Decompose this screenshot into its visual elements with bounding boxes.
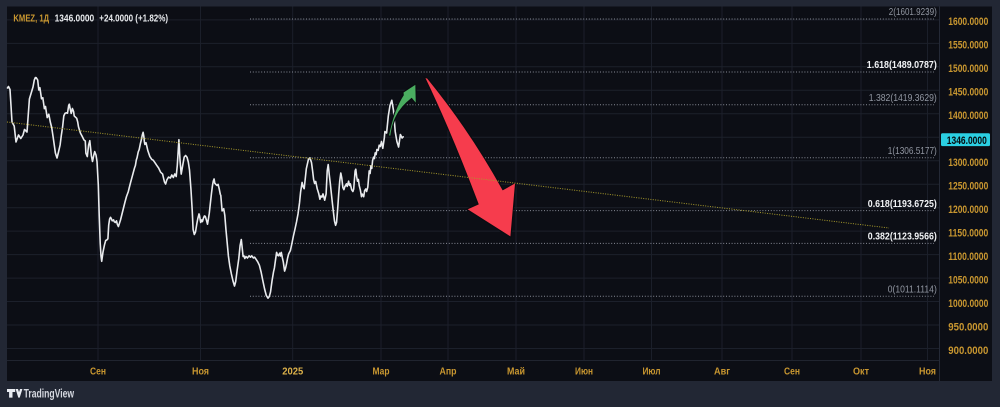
svg-text:+24.0000 (+1.82%): +24.0000 (+1.82%) (99, 12, 168, 24)
svg-text:Окт: Окт (853, 367, 869, 378)
svg-text:2(1601.9239): 2(1601.9239) (889, 6, 937, 18)
svg-text:1450.0000: 1450.0000 (948, 87, 988, 99)
svg-text:950.0000: 950.0000 (948, 321, 988, 333)
svg-text:1200.0000: 1200.0000 (948, 204, 988, 216)
svg-text:1600.0000: 1600.0000 (948, 16, 988, 28)
svg-text:Сен: Сен (784, 367, 800, 378)
svg-text:0.382(1123.9566): 0.382(1123.9566) (868, 231, 937, 243)
svg-text:Апр: Апр (440, 367, 457, 378)
svg-text:1346.0000: 1346.0000 (947, 135, 987, 147)
svg-text:1150.0000: 1150.0000 (948, 227, 988, 239)
svg-text:1250.0000: 1250.0000 (948, 181, 988, 193)
svg-text:2025: 2025 (282, 366, 303, 378)
svg-text:0(1011.1114): 0(1011.1114) (888, 284, 937, 296)
svg-text:Авг: Авг (714, 367, 730, 378)
svg-text:Ноя: Ноя (919, 367, 936, 378)
svg-text:Ноя: Ноя (192, 367, 209, 378)
svg-text:1100.0000: 1100.0000 (948, 251, 988, 263)
svg-text:1300.0000: 1300.0000 (948, 157, 988, 169)
svg-text:1550.0000: 1550.0000 (948, 40, 988, 52)
svg-text:Май: Май (507, 367, 525, 378)
svg-text:1050.0000: 1050.0000 (948, 274, 988, 286)
svg-text:0.618(1193.6725): 0.618(1193.6725) (868, 198, 937, 210)
svg-text:1500.0000: 1500.0000 (948, 63, 988, 75)
svg-text:1.382(1419.3629): 1.382(1419.3629) (869, 92, 937, 104)
svg-text:Июн: Июн (575, 367, 593, 378)
svg-text:1(1306.5177): 1(1306.5177) (888, 145, 937, 157)
svg-text:Мар: Мар (373, 367, 390, 378)
svg-text:TradingView: TradingView (24, 387, 75, 401)
svg-text:1.618(1489.0787): 1.618(1489.0787) (867, 59, 937, 71)
svg-text:1400.0000: 1400.0000 (948, 110, 988, 122)
svg-text:KMEZ, 1Д: KMEZ, 1Д (13, 12, 49, 24)
svg-text:900.0000: 900.0000 (948, 345, 988, 357)
svg-text:1346.0000: 1346.0000 (55, 12, 95, 24)
svg-text:Июл: Июл (643, 367, 661, 378)
svg-text:Сен: Сен (90, 367, 106, 378)
svg-text:1000.0000: 1000.0000 (948, 298, 988, 310)
